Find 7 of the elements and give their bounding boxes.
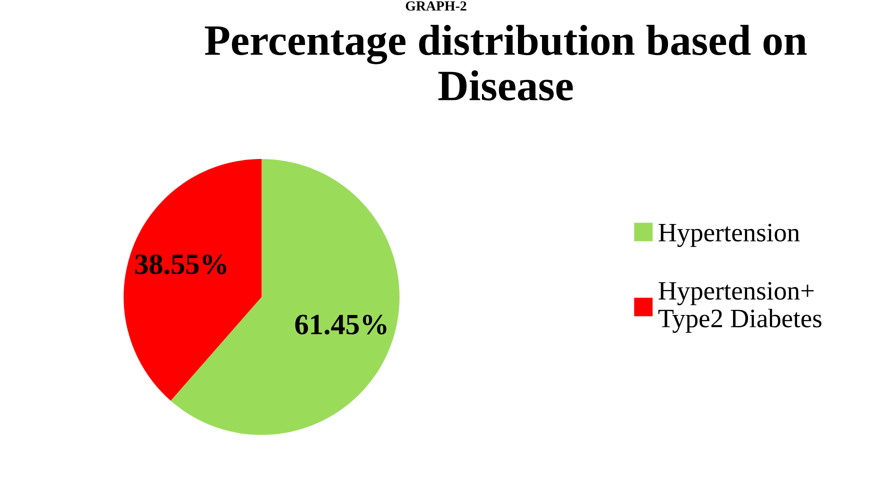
data-label: 38.55% [135, 254, 226, 274]
data-label: 61.45% [295, 314, 386, 335]
text: GRAPH-2 [406, 1, 466, 11]
legend-label: Hypertension+ Type2 Diabetes [658, 282, 822, 333]
chart-title: Percentage distribution based on Disease [204, 24, 807, 101]
legend-label: Hypertension [658, 224, 800, 247]
pie-slice [124, 159, 262, 401]
